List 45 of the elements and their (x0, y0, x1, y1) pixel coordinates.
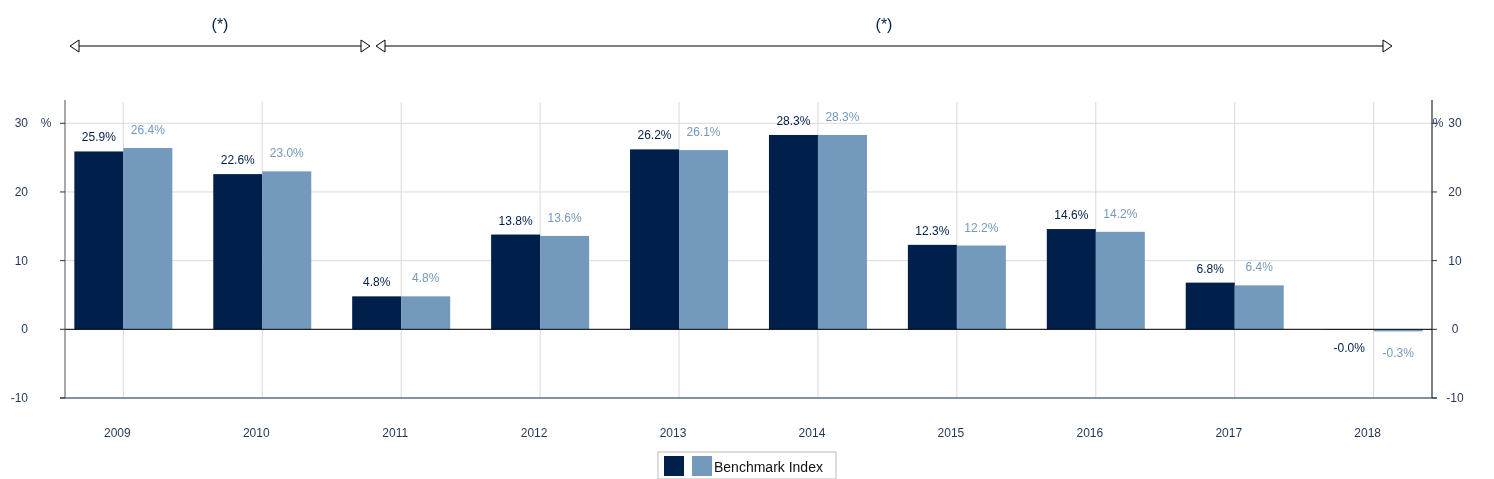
x-tick-label: 2015 (937, 426, 965, 440)
y2-tick-label: 0 (1451, 322, 1459, 337)
text: (*) (875, 16, 893, 33)
y-tick-label: 30 (14, 116, 29, 131)
x-tick-label: 2010 (242, 426, 270, 440)
x-tick-label: 2009 (104, 426, 132, 440)
y-tick-label: -10 (10, 391, 29, 405)
data-label: 13.8% (498, 213, 533, 228)
y2-tick-label: 30 (1448, 116, 1462, 131)
data-label: 14.6% (1054, 208, 1089, 223)
x-tick-label: 2011 (382, 426, 409, 440)
y2-tick-label: 20 (1448, 184, 1462, 199)
legend-label: Benchmark Index (714, 459, 823, 475)
data-label: 4.8% (412, 271, 440, 286)
y2-tick-label: 10 (1448, 253, 1462, 268)
data-label: 12.2% (964, 220, 999, 235)
y-tick-label: 20 (14, 184, 29, 199)
data-label: 12.3% (915, 223, 950, 238)
y2-axis-title: % (1432, 116, 1444, 131)
data-label: 6.8% (1196, 261, 1225, 276)
data-label: 28.3% (776, 113, 811, 128)
data-label: 13.6% (547, 210, 582, 225)
x-tick-label: 2017 (1215, 426, 1243, 440)
x-tick-label: 2014 (798, 426, 826, 440)
text: (*) (211, 16, 229, 33)
data-label: -0.0% (1333, 340, 1366, 355)
y-axis-title: % (40, 116, 52, 131)
data-label: 14.2% (1103, 206, 1138, 221)
data-label: 26.4% (130, 123, 166, 138)
data-label: 23.0% (269, 146, 305, 161)
data-label: 4.8% (363, 275, 391, 290)
data-label: 26.2% (637, 128, 672, 143)
data-label: -0.3% (1382, 346, 1415, 361)
x-tick-label: 2013 (659, 426, 687, 440)
y2-tick-label: -10 (1446, 391, 1464, 405)
data-label: 22.6% (220, 153, 256, 168)
data-label: 28.3% (825, 109, 860, 124)
data-label: 26.1% (686, 125, 721, 140)
x-tick-label: 2016 (1076, 426, 1104, 440)
y-tick-label: 10 (14, 253, 29, 268)
data-label: 6.4% (1245, 260, 1274, 275)
x-tick-label: 2012 (520, 426, 548, 440)
data-label: 25.9% (81, 130, 117, 145)
x-tick-label: 2018 (1354, 426, 1382, 440)
y-tick-label: 0 (21, 322, 29, 337)
